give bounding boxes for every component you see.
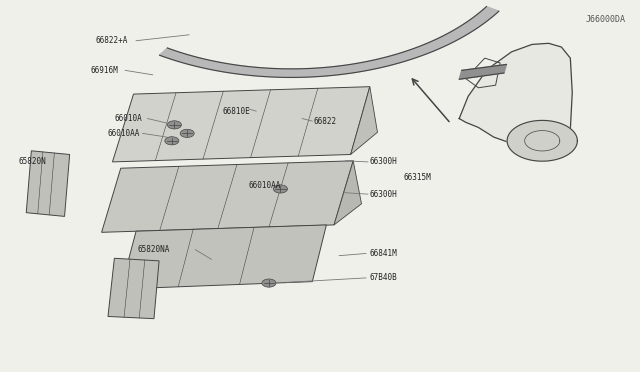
- Polygon shape: [460, 64, 506, 79]
- Polygon shape: [460, 43, 572, 146]
- Polygon shape: [351, 87, 378, 154]
- Polygon shape: [108, 258, 159, 319]
- Polygon shape: [159, 7, 499, 77]
- Text: 66916M: 66916M: [90, 66, 118, 75]
- Polygon shape: [507, 121, 577, 161]
- Circle shape: [180, 129, 194, 137]
- Text: 66300H: 66300H: [370, 190, 397, 199]
- Text: 66822+A: 66822+A: [95, 36, 127, 45]
- Text: 65820N: 65820N: [19, 157, 46, 166]
- Text: 66010AA: 66010AA: [108, 129, 140, 138]
- Polygon shape: [113, 87, 370, 162]
- Polygon shape: [334, 161, 362, 225]
- Text: 66300H: 66300H: [370, 157, 397, 166]
- Polygon shape: [102, 161, 353, 232]
- Text: 66841M: 66841M: [370, 249, 397, 258]
- Circle shape: [273, 185, 287, 193]
- Text: 65820NA: 65820NA: [138, 245, 170, 254]
- Text: 66810E: 66810E: [223, 107, 251, 116]
- Circle shape: [262, 279, 276, 287]
- Text: 66315M: 66315M: [403, 173, 431, 182]
- Text: 66010AA: 66010AA: [248, 181, 281, 190]
- Text: 66010A: 66010A: [115, 114, 142, 123]
- Text: 67B40B: 67B40B: [370, 273, 397, 282]
- Circle shape: [165, 137, 179, 145]
- Polygon shape: [121, 225, 326, 289]
- Text: J66000DA: J66000DA: [585, 15, 625, 24]
- Polygon shape: [26, 151, 70, 217]
- Circle shape: [168, 121, 181, 129]
- Text: 66822: 66822: [314, 117, 337, 126]
